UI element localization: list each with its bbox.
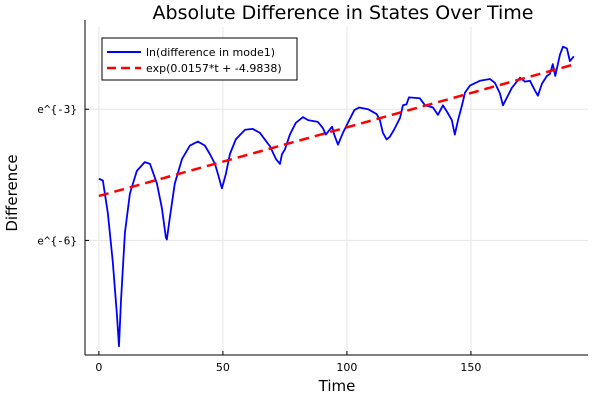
series-layer [98, 45, 575, 348]
axes: 0 50 100 150 e^{-6} e^{-3} [37, 20, 588, 374]
legend-label-0: ln(difference in mode1) [146, 46, 275, 59]
series-line-fit [98, 63, 575, 198]
legend-label-1: exp(0.0157*t + -4.9838) [146, 62, 282, 75]
x-tick-label: 0 [95, 361, 102, 374]
grid [85, 27, 588, 355]
y-tick-label: e^{-6} [37, 234, 77, 247]
x-tick-label: 50 [216, 361, 230, 374]
series-line-difference [98, 45, 575, 348]
x-tick-label: 100 [336, 361, 357, 374]
legend: ln(difference in mode1) exp(0.0157*t + -… [101, 37, 298, 81]
y-tick-label: e^{-3} [37, 103, 77, 116]
legend-box [101, 37, 298, 81]
x-axis-label: Time [318, 377, 356, 395]
x-tick-label: 150 [460, 361, 481, 374]
y-axis-label: Difference [3, 154, 21, 231]
chart-title: Absolute Difference in States Over Time [153, 2, 534, 24]
